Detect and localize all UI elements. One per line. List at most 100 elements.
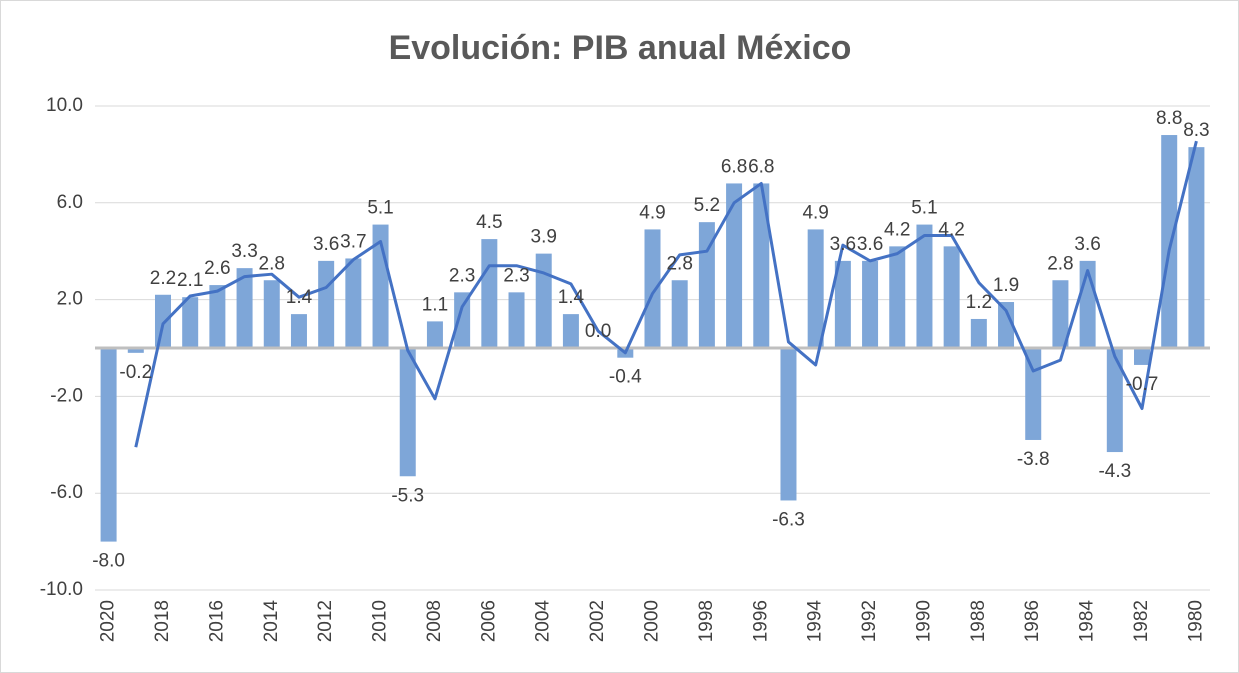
x-tick-label: 2004: [533, 600, 554, 643]
data-label: 4.9: [802, 202, 828, 223]
data-label: 2.8: [666, 253, 692, 274]
data-label: -5.3: [391, 485, 424, 506]
bar: [698, 222, 715, 348]
y-tick-label: 2.0: [57, 289, 83, 310]
bar: [399, 348, 416, 477]
x-tick-label: 2016: [206, 600, 227, 642]
bar: [1161, 135, 1178, 348]
x-tick-label: 2020: [98, 600, 119, 642]
bar: [345, 258, 362, 348]
data-label: 3.6: [857, 234, 883, 255]
x-tick-label: 1988: [968, 600, 989, 642]
x-tick-label: 1994: [805, 600, 826, 643]
bar: [508, 292, 525, 348]
bar: [182, 297, 199, 348]
bar: [535, 253, 552, 348]
line: [134, 140, 1198, 448]
bar: [154, 294, 171, 348]
x-tick-label: 1996: [750, 600, 771, 642]
x-tick-label: 2018: [152, 600, 173, 642]
data-label: 2.8: [1047, 253, 1073, 274]
data-label: 4.2: [938, 219, 964, 240]
data-label: 3.9: [531, 227, 557, 248]
x-tick-label: 1982: [1131, 600, 1152, 642]
data-label: 2.6: [204, 258, 230, 279]
data-label: 2.3: [503, 265, 529, 286]
bar: [426, 321, 443, 348]
y-tick-label: 6.0: [57, 192, 83, 213]
bar: [862, 260, 879, 348]
data-label: 0.0: [585, 321, 611, 342]
data-label: 1.4: [558, 287, 585, 308]
data-label: 5.2: [694, 195, 720, 216]
bar: [807, 229, 824, 348]
data-label: 8.8: [1156, 108, 1182, 129]
bar: [998, 302, 1015, 348]
data-label: -8.0: [92, 551, 125, 572]
bar: [100, 348, 117, 542]
data-label: -3.8: [1017, 449, 1050, 470]
bar: [290, 314, 307, 348]
data-label: 3.7: [340, 231, 366, 252]
data-label: 2.3: [449, 265, 475, 286]
bar: [1134, 348, 1151, 365]
data-label: 4.2: [884, 219, 910, 240]
x-tick-label: 2008: [424, 600, 445, 642]
data-label: -0.2: [119, 362, 152, 383]
x-tick-label: 2014: [261, 600, 282, 643]
data-label: 4.9: [639, 202, 665, 223]
bar: [943, 246, 960, 348]
bar: [889, 246, 906, 348]
bar: [454, 292, 471, 348]
x-tick-label: 1990: [913, 600, 934, 642]
bar: [671, 280, 688, 348]
bar: [481, 239, 498, 348]
x-tick-label: 2000: [642, 600, 663, 642]
bar: [726, 183, 743, 348]
data-label: 2.2: [150, 268, 176, 289]
bar: [263, 280, 280, 348]
x-tick-label: 1992: [859, 600, 880, 642]
data-label: -0.4: [609, 367, 642, 388]
bar: [209, 285, 226, 348]
data-label: 1.1: [422, 294, 448, 315]
data-label: 4.5: [476, 212, 502, 233]
data-label: -6.3: [772, 509, 805, 530]
x-tick-label: 1986: [1022, 600, 1043, 642]
data-label: 6.8: [748, 156, 774, 177]
y-tick-label: -6.0: [50, 482, 83, 503]
data-label: 3.6: [313, 234, 339, 255]
bar: [1052, 280, 1069, 348]
bar: [1188, 147, 1205, 348]
data-label: -4.3: [1098, 461, 1131, 482]
bar: [1106, 348, 1123, 453]
x-tick-label: 2012: [315, 600, 336, 642]
data-label: 8.3: [1183, 120, 1209, 141]
bar: [916, 224, 933, 348]
y-tick-label: -2.0: [50, 385, 83, 406]
data-label: -0.7: [1126, 374, 1159, 395]
bar: [970, 318, 987, 348]
data-label: 3.3: [231, 241, 257, 262]
chart-title: Evolución: PIB anual México: [389, 29, 852, 67]
bar: [834, 260, 851, 348]
bar: [780, 348, 797, 501]
bar: [753, 183, 770, 348]
x-tick-label: 1980: [1185, 600, 1206, 642]
x-tick-label: 1998: [696, 600, 717, 642]
x-tick-label: 2002: [587, 600, 608, 642]
x-tick-label: 1984: [1077, 600, 1098, 643]
data-label: 1.9: [993, 275, 1019, 296]
data-label: 5.1: [367, 198, 393, 219]
data-label: 5.1: [911, 198, 937, 219]
bar: [318, 260, 335, 348]
x-tick-label: 2006: [478, 600, 499, 642]
data-label: 2.1: [177, 270, 203, 291]
y-tick-label: -10.0: [40, 579, 83, 600]
bar: [562, 314, 579, 348]
bar: [236, 268, 253, 348]
data-label: 6.8: [721, 156, 747, 177]
y-tick-label: 10.0: [46, 95, 83, 116]
